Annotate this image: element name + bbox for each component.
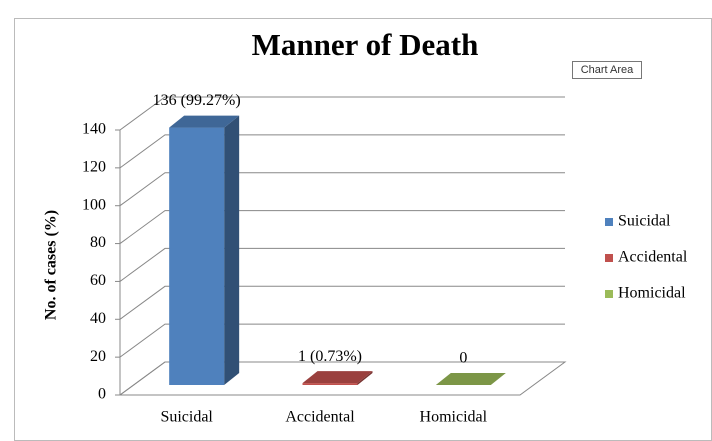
legend-swatch	[605, 254, 613, 262]
legend-swatch	[605, 218, 613, 226]
grid-line	[119, 361, 565, 396]
grid-line	[119, 247, 565, 282]
legend-label: Accidental	[618, 249, 688, 266]
legend-label: Suicidal	[618, 213, 671, 230]
bar	[302, 383, 358, 385]
bar-side	[357, 371, 373, 385]
y-tick-label: 0	[98, 386, 106, 403]
y-tick-label: 140	[82, 121, 106, 138]
bar-top	[169, 115, 240, 128]
chart-frame	[14, 18, 712, 441]
grid-line	[119, 323, 565, 358]
value-label: 136 (99.27%)	[153, 92, 241, 109]
legend-label: Homicidal	[618, 285, 686, 302]
grid-line	[119, 285, 565, 320]
y-axis-label: No. of cases (%)	[43, 210, 60, 320]
tooltip: Chart Area	[572, 61, 642, 79]
value-label: 1 (0.73%)	[298, 348, 362, 365]
x-tick-label: Homicidal	[420, 409, 488, 426]
y-tick-label: 20	[90, 348, 106, 365]
bar-top	[435, 373, 506, 385]
x-tick-label: Accidental	[285, 409, 355, 426]
value-label: 0	[459, 350, 467, 367]
bar-top	[302, 371, 373, 384]
y-tick-label: 80	[90, 234, 106, 251]
y-tick-label: 40	[90, 310, 106, 327]
chart-title: Manner of Death	[252, 27, 479, 62]
legend-swatch	[605, 290, 613, 298]
grid-line	[119, 96, 565, 131]
grid-line	[119, 210, 565, 244]
y-tick-label: 60	[90, 272, 106, 289]
tooltip-box	[572, 61, 642, 79]
grid-line	[119, 172, 565, 207]
bar-side	[224, 115, 240, 386]
tooltip-text: Chart Area	[581, 64, 634, 76]
y-tick-label: 100	[82, 196, 106, 213]
x-tick-label: Suicidal	[160, 409, 213, 426]
grid-line	[119, 134, 565, 169]
y-tick-label: 120	[82, 159, 106, 176]
bar	[169, 127, 225, 386]
